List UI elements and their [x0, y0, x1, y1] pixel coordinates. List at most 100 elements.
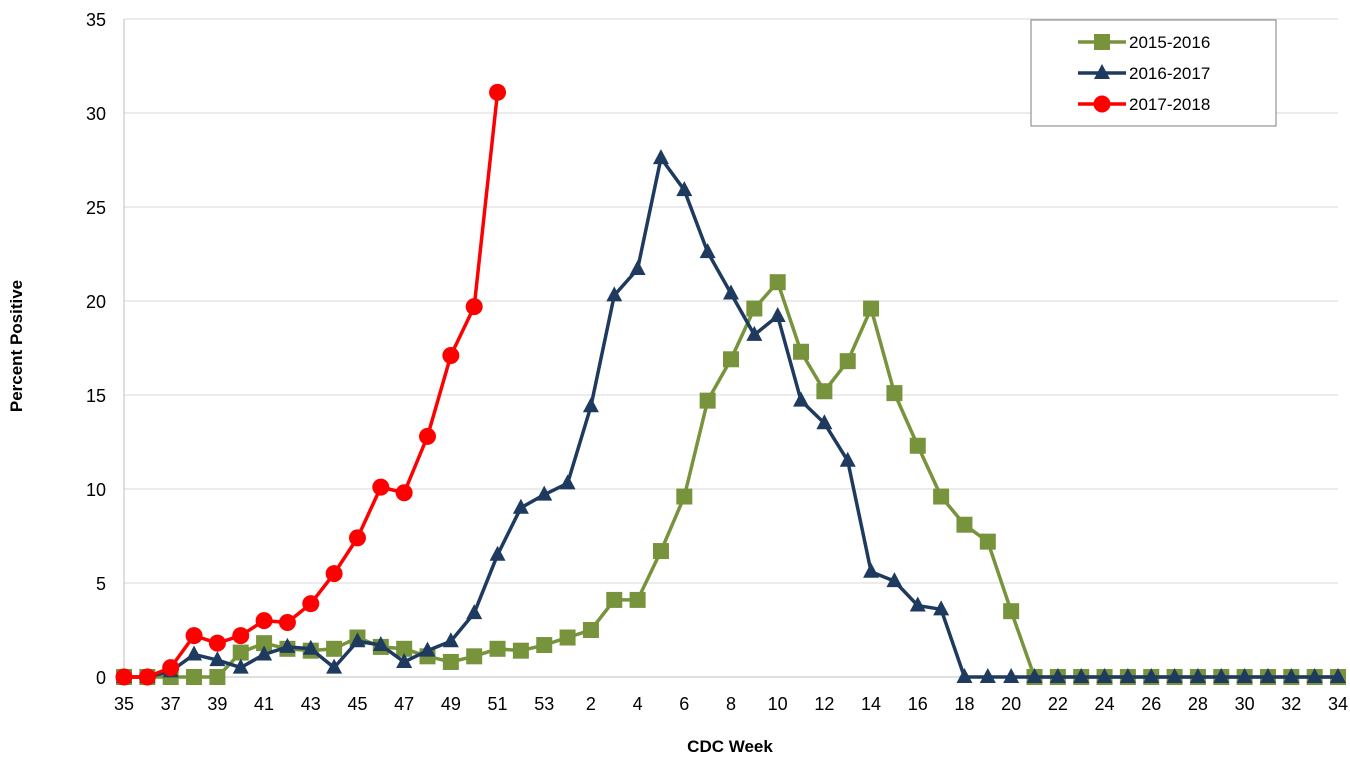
- data-point: [746, 300, 763, 317]
- data-point: [162, 659, 180, 677]
- data-point: [232, 658, 249, 674]
- data-point: [933, 488, 950, 505]
- data-point: [372, 478, 390, 496]
- data-point: [278, 613, 296, 631]
- data-point: [956, 668, 973, 683]
- series-2016-2017: [116, 149, 1346, 683]
- data-point: [1189, 668, 1206, 683]
- data-point: [209, 651, 226, 667]
- data-point: [512, 642, 529, 659]
- data-point: [606, 591, 623, 608]
- data-point: [1119, 668, 1136, 683]
- data-point: [723, 351, 739, 368]
- data-point: [909, 596, 926, 612]
- data-point: [816, 383, 833, 400]
- y-tick-labels: 0 5 10 15 20 25 30 35: [86, 10, 106, 688]
- data-point: [582, 622, 599, 638]
- x-tick-label: 45: [347, 694, 367, 714]
- y-tick-label: 35: [86, 10, 106, 30]
- x-tick-label: 14: [861, 694, 881, 714]
- data-point: [302, 595, 320, 613]
- data-point: [1236, 668, 1253, 683]
- legend-label: 2017-2018: [1129, 95, 1210, 114]
- x-tick-labels: 35 37 39 41 43 45 47 49 51 53 2 4 6 8 10 12 14 16 18 20 22 24…: [114, 694, 1348, 714]
- data-point: [769, 307, 786, 323]
- data-point: [256, 645, 273, 661]
- y-tick-label: 15: [86, 386, 106, 406]
- data-point: [419, 641, 436, 657]
- data-point: [676, 181, 693, 197]
- x-axis-title: CDC Week: [687, 737, 773, 756]
- y-tick-label: 5: [96, 574, 106, 594]
- data-point: [1213, 668, 1230, 683]
- data-point: [1143, 668, 1160, 683]
- data-point: [793, 343, 810, 360]
- data-point: [699, 243, 716, 259]
- data-point: [326, 658, 343, 674]
- x-tick-label: 51: [488, 694, 508, 714]
- data-point: [793, 391, 810, 407]
- data-point: [909, 437, 926, 454]
- data-point: [489, 545, 506, 561]
- series-line: [124, 280, 1338, 679]
- x-tick-label: 26: [1141, 694, 1161, 714]
- data-point: [652, 149, 669, 165]
- data-point: [1073, 668, 1090, 683]
- x-tick-label: 30: [1235, 694, 1255, 714]
- data-point: [1166, 668, 1183, 683]
- data-point: [489, 640, 506, 657]
- legend-label: 2016-2017: [1129, 64, 1210, 83]
- data-point: [395, 484, 413, 502]
- x-tick-label: 22: [1048, 694, 1068, 714]
- x-tick-label: 2: [586, 694, 596, 714]
- data-point: [1026, 668, 1043, 683]
- x-tick-label: 39: [207, 694, 227, 714]
- data-point: [372, 636, 389, 652]
- x-tick-label: 16: [908, 694, 928, 714]
- data-point: [886, 385, 903, 402]
- gridlines: [124, 18, 1338, 584]
- data-point: [979, 668, 996, 683]
- data-point: [232, 627, 250, 645]
- data-point: [442, 632, 459, 648]
- data-point: [606, 286, 623, 302]
- data-point: [839, 353, 856, 370]
- data-point: [208, 634, 226, 652]
- data-point: [629, 591, 646, 608]
- data-point: [652, 543, 669, 560]
- data-point: [302, 639, 319, 655]
- data-point: [1003, 603, 1020, 620]
- legend-box: [1030, 19, 1277, 127]
- x-tick-label: 32: [1281, 694, 1301, 714]
- data-point: [232, 644, 249, 661]
- data-point: [956, 516, 973, 533]
- data-point: [933, 600, 950, 616]
- x-tick-label: 35: [114, 694, 134, 714]
- data-point: [442, 653, 459, 670]
- x-tick-label: 49: [441, 694, 461, 714]
- data-point: [396, 652, 413, 668]
- data-point: [769, 274, 786, 291]
- x-tick-label: 37: [161, 694, 181, 714]
- x-tick-label: 47: [394, 694, 414, 714]
- data-point: [466, 604, 483, 620]
- y-tick-label: 10: [86, 480, 106, 500]
- data-point: [279, 637, 296, 653]
- data-point: [863, 300, 880, 317]
- series-line: [124, 92, 500, 679]
- data-point: [699, 392, 716, 409]
- data-point: [886, 572, 903, 588]
- y-axis-title: Percent Positive: [7, 280, 26, 412]
- data-point: [442, 347, 460, 365]
- data-point: [138, 668, 156, 686]
- data-point: [325, 565, 343, 583]
- data-point: [326, 640, 343, 657]
- data-point: [349, 632, 366, 648]
- legend-label: 2015-2016: [1129, 33, 1210, 52]
- data-point: [536, 637, 553, 654]
- data-point: [1096, 668, 1113, 683]
- x-tick-label: 18: [954, 694, 974, 714]
- data-point: [419, 427, 436, 445]
- x-tick-label: 34: [1328, 694, 1348, 714]
- series-2017-2018: [115, 83, 507, 686]
